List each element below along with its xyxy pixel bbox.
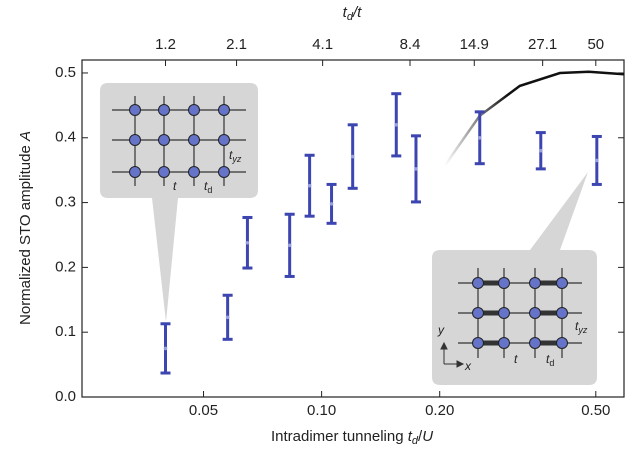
x2-tick-label: 4.1 [312,36,333,53]
x-tick-label: 0.10 [307,402,336,419]
theory-curve [443,70,625,167]
data-point [287,243,292,248]
x-tick-label: 0.20 [425,402,454,419]
y-tick-label: 0.0 [55,388,76,405]
x2-tick-label: 14.9 [460,36,489,53]
x2-tick-label: 27.1 [528,36,557,53]
y-tick-label: 0.1 [55,323,76,340]
data-point [163,346,168,351]
x-tick-label: 0.05 [189,402,218,419]
data-point [595,158,599,163]
data-point [394,123,399,127]
inset-right: y x tyz t td [432,172,597,385]
y-tick-label: 0.2 [55,258,76,275]
data-point [225,315,230,320]
x2-tick-label: 2.1 [226,36,247,53]
data-point [329,202,334,206]
data-point [477,135,482,140]
inset-label: td [546,352,554,368]
x-axis-label: Intradimer tunneling td/U [271,428,433,447]
inset-label: t [514,352,518,366]
marks: 0.0 0.1 0.2 0.3 0.4 0.5 0.05 0.10 0.20 0.50 1.2 2.1… [55,36,625,419]
y-axis-label: Normalized STO amplitude A [17,131,34,325]
x2-tick-label: 50 [587,36,604,53]
x2-tick-label: 1.2 [155,36,176,53]
data-point [538,148,543,153]
axis-arrow-label: y [437,323,445,337]
x2-tick-label: 8.4 [400,36,421,53]
y-tick-label: 0.3 [55,194,76,211]
x-tick-label: 0.50 [581,402,610,419]
inset-left: tyz t td [100,83,258,322]
data-point [350,154,355,159]
inset-label: tyz [229,148,242,164]
inset-label: t [173,179,177,193]
y-tick-label: 0.4 [55,129,76,146]
axis-arrow-label: x [464,359,472,373]
data-point [245,240,250,245]
inset-label: tyz [575,319,588,335]
y-tick-label: 0.5 [55,64,76,81]
top-axis-label: td/t [343,4,362,23]
data-point [414,167,418,171]
data-point [307,183,312,188]
plot-frame [81,59,625,398]
inset-label: td [204,179,212,195]
